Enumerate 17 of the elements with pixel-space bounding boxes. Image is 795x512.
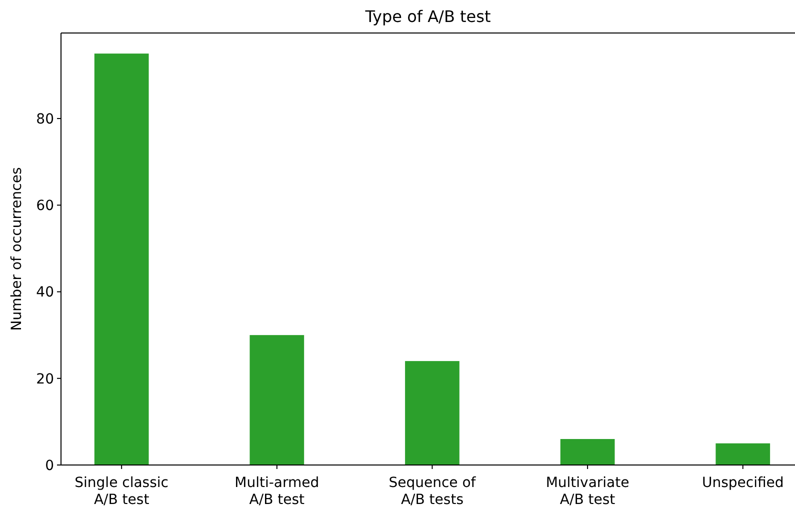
y-tick-label: 20 [36,371,54,388]
x-tick-label: Multivariate A/B test [546,475,630,508]
y-axis-title: Number of occurrences [9,167,25,331]
y-tick-label: 60 [36,198,54,214]
bar [560,439,615,465]
bar [716,443,770,465]
bar [94,54,149,465]
y-tick-label: 0 [45,458,54,474]
bar [250,335,304,465]
chart-title: Type of A/B test [364,7,491,26]
x-tick-label: Multi-armed A/B test [234,475,320,508]
y-tick-label: 40 [36,284,54,301]
y-tick-label: 80 [36,111,54,128]
bar [405,361,460,465]
x-tick-label: Single classic A/B test [74,475,168,508]
x-tick-label: Unspecified [702,475,784,491]
x-tick-label: Sequence of A/B tests [388,475,477,508]
